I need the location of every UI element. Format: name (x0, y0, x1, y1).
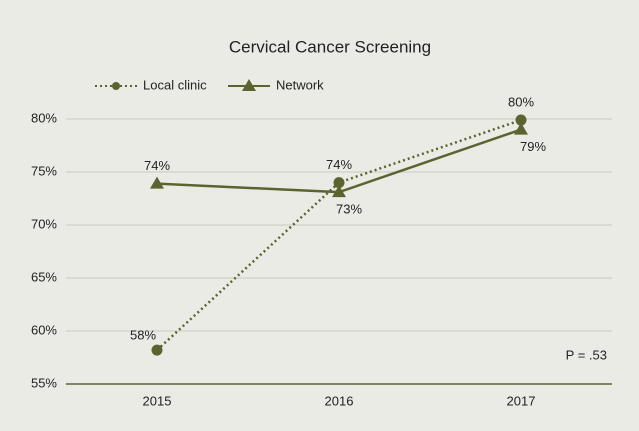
legend-label: Network (276, 77, 324, 92)
data-label: 74% (326, 157, 352, 172)
y-tick-label: 75% (31, 163, 57, 178)
marker (514, 122, 528, 135)
x-tick-label: 2017 (507, 393, 536, 408)
x-tick-label: 2015 (143, 393, 172, 408)
legend-marker (112, 82, 120, 90)
data-label: 74% (144, 158, 170, 173)
data-label: 80% (508, 94, 534, 109)
legend-label: Local clinic (143, 77, 207, 92)
marker (515, 114, 527, 126)
series-line (156, 118, 522, 351)
legend-marker (242, 79, 256, 91)
marker (150, 176, 164, 189)
data-label: 79% (520, 139, 546, 154)
data-label: 58% (130, 328, 156, 343)
annotation: P = .53 (566, 347, 607, 362)
y-tick-label: 55% (31, 375, 57, 390)
y-tick-label: 80% (31, 110, 57, 125)
y-tick-label: 60% (31, 322, 57, 337)
marker (333, 177, 345, 189)
x-tick-label: 2016 (325, 393, 354, 408)
data-label: 73% (336, 202, 362, 217)
y-tick-label: 65% (31, 269, 57, 284)
chart-title: Cervical Cancer Screening (229, 37, 431, 56)
y-tick-label: 70% (31, 216, 57, 231)
marker (332, 185, 346, 198)
marker (151, 344, 163, 356)
